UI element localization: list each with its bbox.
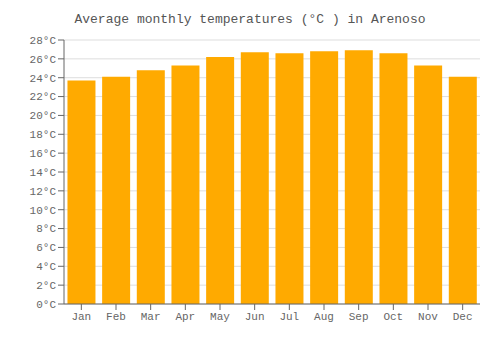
svg-text:Jul: Jul — [279, 311, 299, 323]
svg-text:Apr: Apr — [175, 311, 195, 323]
svg-text:0°C: 0°C — [36, 299, 56, 311]
svg-text:Aug: Aug — [314, 311, 334, 323]
svg-text:20°C: 20°C — [30, 110, 57, 122]
svg-text:Sep: Sep — [349, 311, 369, 323]
svg-text:18°C: 18°C — [30, 129, 57, 141]
svg-text:14°C: 14°C — [30, 167, 57, 179]
svg-text:2°C: 2°C — [36, 280, 56, 292]
svg-text:Oct: Oct — [383, 311, 403, 323]
html-text:Average monthly temperatures (: Average monthly temperatures (°C ) in Ar… — [74, 12, 426, 27]
svg-text:22°C: 22°C — [30, 91, 57, 103]
svg-text:Mar: Mar — [141, 311, 161, 323]
svg-text:May: May — [210, 311, 230, 323]
svg-text:4°C: 4°C — [36, 261, 56, 273]
svg-text:Feb: Feb — [106, 311, 126, 323]
svg-text:24°C: 24°C — [30, 73, 57, 85]
svg-text:6°C: 6°C — [36, 242, 56, 254]
svg-text:Dec: Dec — [453, 311, 473, 323]
svg-text:8°C: 8°C — [36, 223, 56, 235]
svg-text:12°C: 12°C — [30, 186, 57, 198]
svg-text:16°C: 16°C — [30, 148, 57, 160]
svg-text:26°C: 26°C — [30, 54, 57, 66]
svg-text:Jan: Jan — [71, 311, 91, 323]
svg-text:Jun: Jun — [245, 311, 265, 323]
svg-text:28°C: 28°C — [30, 35, 57, 47]
svg-text:10°C: 10°C — [30, 205, 57, 217]
svg-text:Nov: Nov — [418, 311, 438, 323]
